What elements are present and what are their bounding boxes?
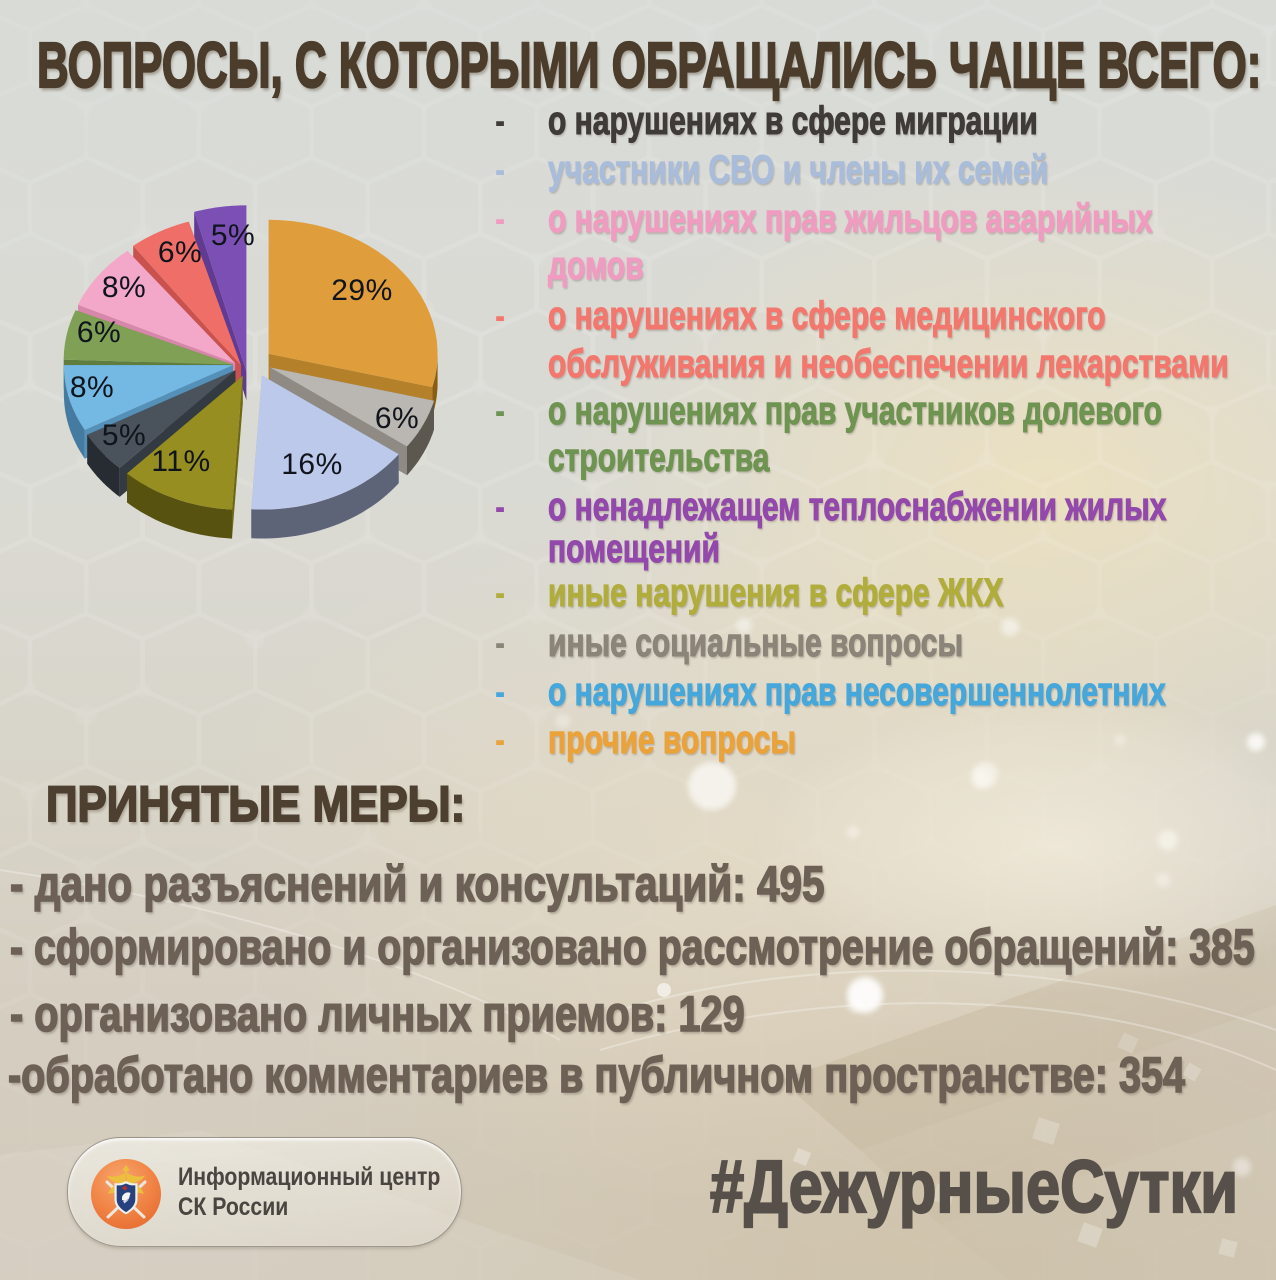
svg-text:5%: 5% <box>102 419 146 452</box>
svg-text:8%: 8% <box>102 271 146 304</box>
svg-text:11%: 11% <box>151 445 210 478</box>
svg-text:29%: 29% <box>331 274 393 307</box>
svg-text:6%: 6% <box>375 402 419 435</box>
svg-text:16%: 16% <box>281 448 343 481</box>
svg-text:8%: 8% <box>70 371 114 404</box>
svg-text:6%: 6% <box>77 316 121 349</box>
svg-text:5%: 5% <box>211 219 255 252</box>
svg-text:6%: 6% <box>158 236 202 269</box>
